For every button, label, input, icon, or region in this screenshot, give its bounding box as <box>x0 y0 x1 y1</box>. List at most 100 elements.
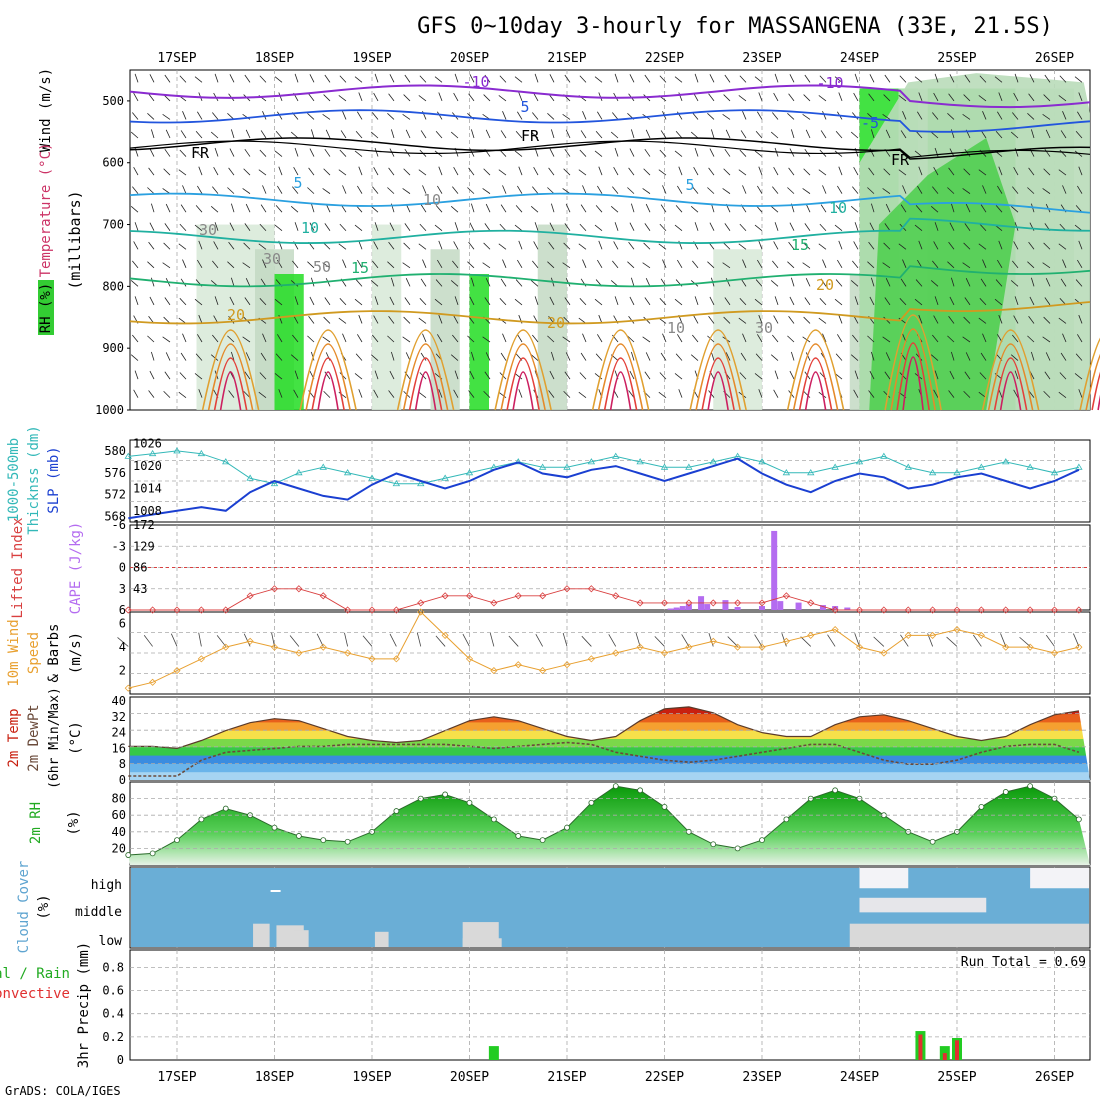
wind-barb <box>914 150 923 157</box>
series-marker <box>539 667 547 675</box>
series-marker <box>539 837 546 843</box>
wind-barb <box>518 240 523 250</box>
wind-barb <box>322 188 331 194</box>
wind-barb <box>309 296 315 306</box>
wind-barb <box>483 390 491 398</box>
wind-barb <box>469 296 475 306</box>
wind-barb <box>309 148 315 157</box>
wind-barb <box>914 76 923 83</box>
temp-spike-contour <box>695 343 741 411</box>
wind-barb <box>644 371 651 380</box>
wind10m-line <box>128 611 1080 689</box>
wind-barb <box>837 259 843 269</box>
label-wind-unit: (m/s) <box>68 632 84 674</box>
wind-barb <box>834 298 843 306</box>
wind-barb <box>195 205 203 213</box>
wind-barb <box>708 316 715 324</box>
wind-barb <box>854 222 859 231</box>
bottom-date-26SEP: 26SEP <box>1035 1070 1074 1085</box>
wind-barb <box>804 74 811 83</box>
wind-barb <box>387 113 395 120</box>
wind10m-barb <box>562 632 568 647</box>
wind-barb <box>532 112 539 120</box>
wind-barb <box>418 169 427 176</box>
contour-label: 5 <box>685 176 694 194</box>
li-tick-0: 0 <box>119 561 126 575</box>
wind-barb <box>547 187 555 194</box>
wind-barb <box>245 278 251 287</box>
wind-barb <box>662 333 667 343</box>
wind-barb <box>788 93 795 102</box>
wind-barb <box>419 298 427 306</box>
series-marker <box>392 479 401 487</box>
wind-barb <box>582 259 587 268</box>
wind-barb <box>930 354 939 361</box>
wind-barb <box>178 169 187 176</box>
wind-barb <box>628 316 635 324</box>
wind-barb <box>147 113 155 120</box>
wind-barb <box>805 278 811 287</box>
wind-barb <box>484 371 491 380</box>
frame-precip <box>129 949 1091 1061</box>
contour-label: 20 <box>227 306 245 324</box>
wind-barb <box>838 166 843 176</box>
wind-barb <box>949 370 955 380</box>
temp-spike-contour <box>1091 371 1100 411</box>
wind-barb <box>789 222 795 231</box>
series-marker <box>149 606 157 614</box>
wind-barb <box>758 240 763 250</box>
wind-barb <box>1078 166 1083 176</box>
wind-barb <box>338 317 347 324</box>
wind-barb <box>804 223 811 231</box>
wind-barb <box>1029 74 1035 83</box>
wind-barb <box>660 130 667 139</box>
wind-barb <box>994 298 1003 306</box>
wind-barb <box>1074 224 1083 232</box>
series-marker <box>222 805 229 812</box>
wind-barb <box>388 390 395 398</box>
wind-barb <box>739 223 747 232</box>
wind-barb <box>787 261 795 269</box>
wind-barb <box>675 205 683 213</box>
wind-barb <box>130 131 139 139</box>
wind-barb <box>437 185 443 194</box>
wind-barb <box>594 224 603 232</box>
wind-barb <box>1059 372 1067 380</box>
contour-label: 15 <box>791 236 809 254</box>
bottom-date-24SEP: 24SEP <box>840 1070 879 1085</box>
wind-barb <box>389 74 395 83</box>
label-rh: RH (%) <box>38 283 54 334</box>
wind-barb <box>962 336 971 343</box>
wind-barb <box>1027 335 1035 343</box>
wind-barb <box>854 73 859 83</box>
wind-barb <box>963 390 971 398</box>
wind-barb <box>450 354 459 361</box>
wind-barb <box>163 390 171 398</box>
wind-barb <box>260 130 267 139</box>
wind-barb <box>708 167 715 176</box>
wind-barb <box>402 262 411 269</box>
wind-barb <box>933 92 939 102</box>
wind-barb <box>644 223 651 231</box>
wind-barb <box>324 297 331 306</box>
temp-spike-contour <box>506 357 540 411</box>
wind-barb <box>357 334 363 343</box>
series-marker <box>1075 606 1083 614</box>
wind-barb <box>610 205 619 213</box>
cape-bar <box>771 530 778 610</box>
wind-barb <box>388 93 395 102</box>
wind-barb <box>342 259 347 268</box>
wind10m-barb <box>389 633 397 647</box>
wind-barb <box>454 370 459 380</box>
wind-barb <box>355 353 363 361</box>
wind-barb <box>373 315 379 324</box>
wind10m-barb <box>243 633 251 647</box>
temp-band <box>130 746 1090 756</box>
wind-barb <box>134 73 139 83</box>
wind-barb <box>438 166 443 176</box>
wind-barb <box>1042 336 1051 343</box>
series-marker <box>1026 463 1034 470</box>
wind-barb <box>549 74 555 83</box>
wind-barb <box>374 296 379 306</box>
wind-barb <box>802 262 811 269</box>
